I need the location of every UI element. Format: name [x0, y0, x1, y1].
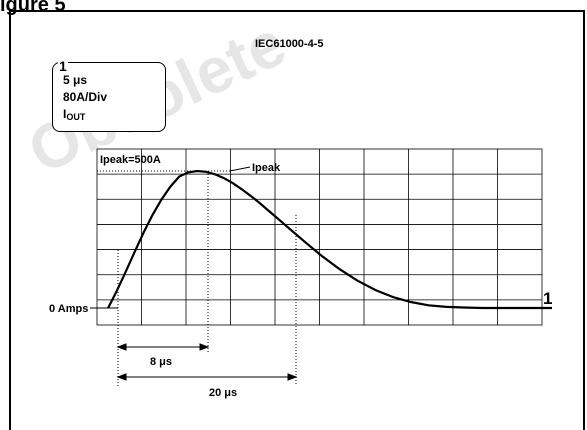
current-waveform [107, 169, 552, 310]
legend-scale: 80A/Div [63, 90, 108, 104]
standard-title: IEC61000-4-5 [255, 38, 324, 50]
half-time-label: 20 μs [209, 387, 237, 399]
ipeak-leader [229, 166, 251, 172]
figure-frame [9, 10, 585, 430]
legend-timebase: 5 μs [63, 73, 88, 87]
rise-time-arrow [116, 343, 210, 351]
trace-channel-marker: 1 [543, 289, 552, 308]
half-time-arrow [116, 373, 298, 381]
figure-heading: igure 5 [0, 0, 66, 16]
ipeak-value-label: Ipeak=500A [100, 154, 161, 166]
zero-amps-label: 0 Amps [49, 303, 88, 315]
legend-channel: IOUT [63, 107, 86, 122]
ipeak-label: Ipeak [252, 162, 281, 174]
rise-time-label: 8 μs [150, 356, 172, 368]
legend-channel-marker: 1 [58, 58, 68, 74]
grid [96, 148, 543, 326]
legend-box: 5 μs 80A/Div IOUT [52, 62, 166, 132]
